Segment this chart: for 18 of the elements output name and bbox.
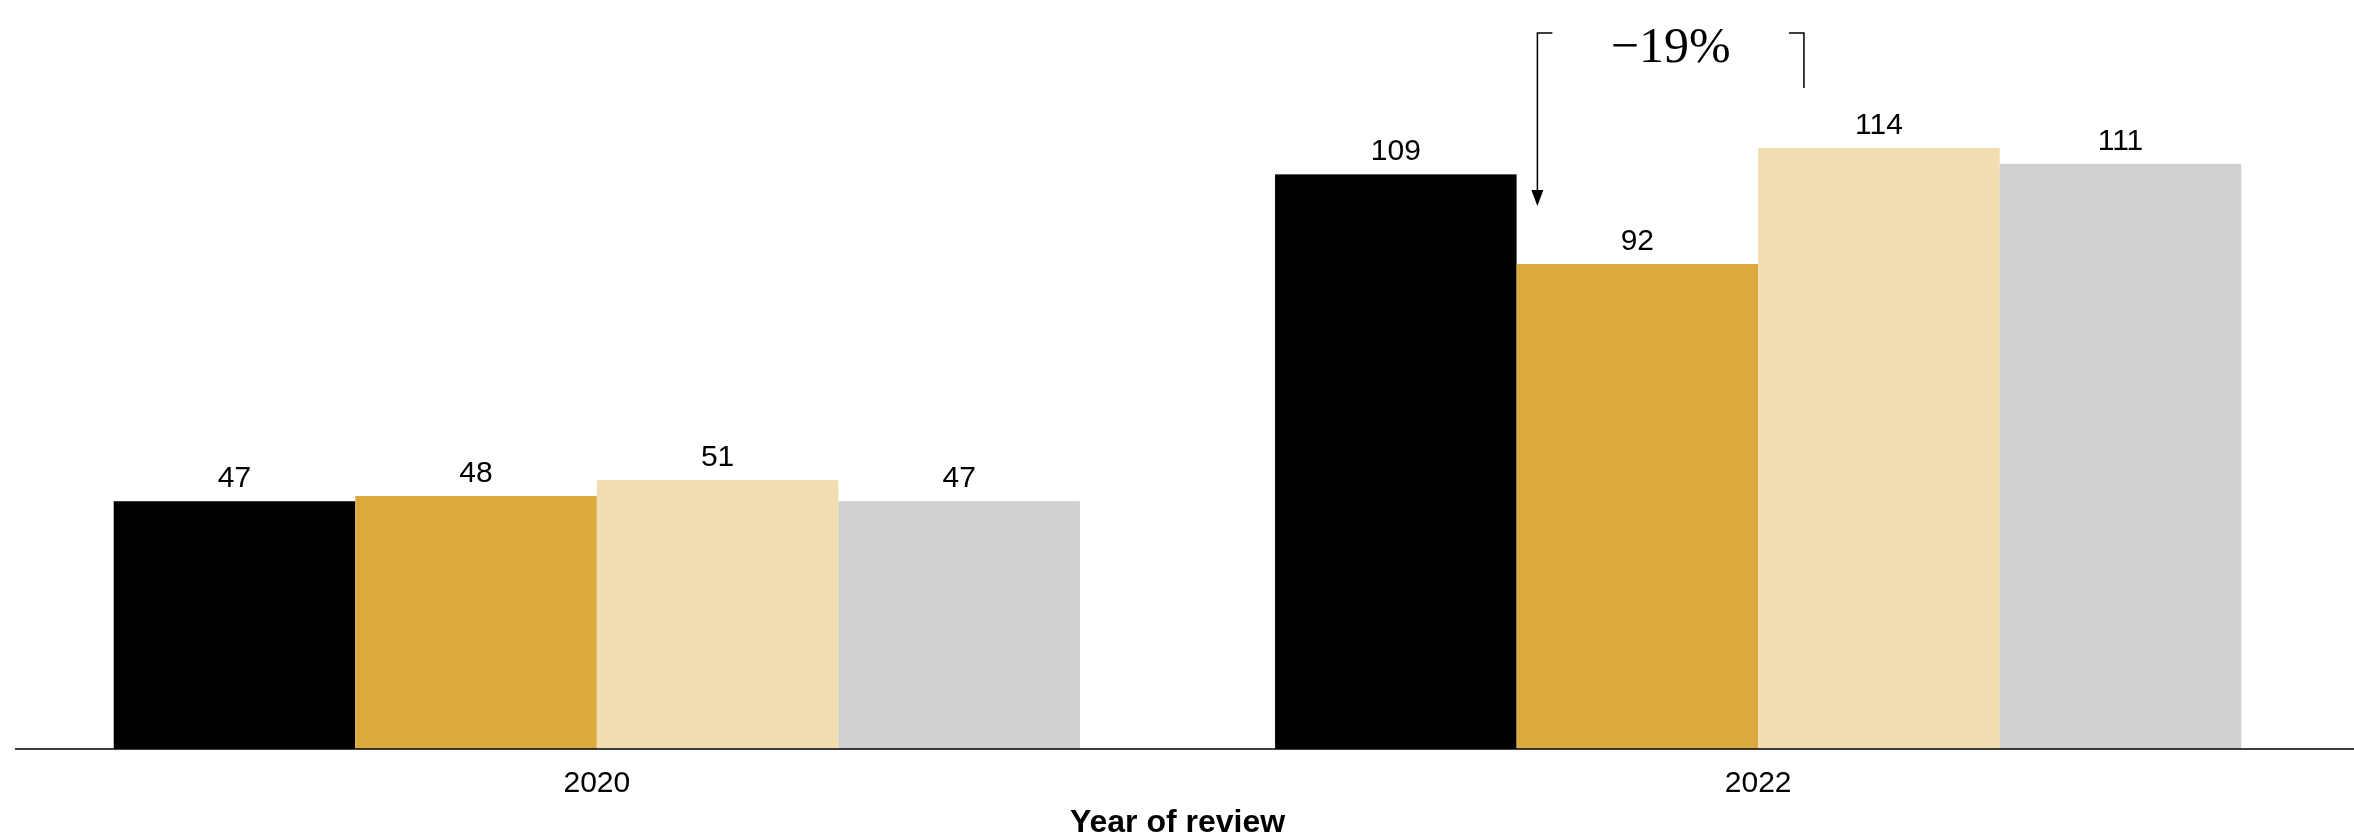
bar [355,495,597,749]
data-label: 114 [1855,107,1903,140]
bar [1999,163,2242,749]
x-axis-title: Year of review [1069,803,1286,839]
bar [1516,263,1759,749]
data-label: 51 [700,439,735,473]
bar [596,480,839,749]
data-label: 92 [1620,222,1655,256]
bar [838,501,1080,749]
data-label: 47 [217,460,252,494]
x-tick-label: 2022 [1724,765,1792,798]
bar [1758,148,2000,749]
data-label: 109 [1370,133,1421,167]
data-label: 48 [459,454,493,488]
text: −19% [1610,17,1731,73]
data-label: 47 [942,460,976,494]
x-tick-label: 2020 [563,765,631,798]
data-label: 111 [2097,122,2144,156]
